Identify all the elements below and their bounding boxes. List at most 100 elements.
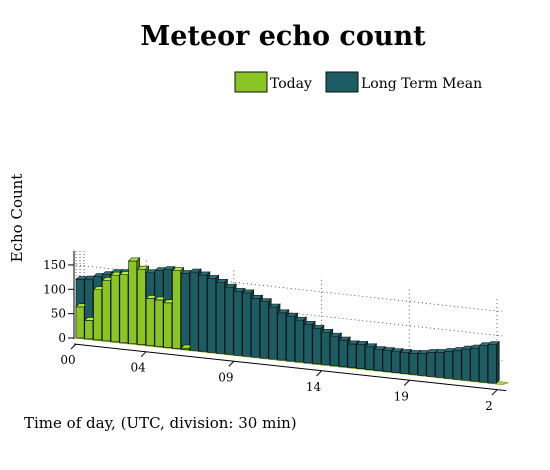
bar-long-term-mean-front: [382, 350, 392, 372]
bar-long-term-mean-top: [224, 283, 237, 288]
x-tick: [403, 380, 410, 386]
bar-long-term-mean-front: [251, 297, 260, 358]
bar-long-term-mean-front: [259, 301, 269, 359]
y-tick-label: 150: [43, 258, 66, 272]
bar-today-front: [154, 299, 164, 347]
x-tick: [70, 343, 77, 350]
bar-long-term-mean-top: [259, 298, 272, 302]
bar-long-term-mean-top: [347, 340, 360, 345]
x-axis: 00 04 09 14 19 2: [60, 343, 507, 413]
bar-long-term-mean-front: [338, 339, 348, 368]
x-tick-label: 2: [485, 399, 493, 413]
bar-long-term-mean-front: [417, 353, 427, 376]
bar-long-term-mean-front: [189, 271, 199, 351]
bar-long-term-mean-front: [207, 278, 216, 353]
bar-long-term-mean-top: [189, 268, 202, 273]
x-tick: [316, 370, 322, 377]
bar-long-term-mean-front: [277, 312, 287, 361]
bar-long-term-mean-top: [355, 341, 369, 345]
bar-today-front: [163, 302, 173, 348]
bar-long-term-mean-front: [400, 352, 409, 374]
bar-long-term-mean-side: [495, 340, 500, 384]
bar-long-term-mean-front: [321, 331, 330, 366]
bar-today-top: [171, 267, 185, 271]
bar-today-front: [75, 306, 85, 339]
bar-today-front: [93, 289, 102, 341]
bar-long-term-mean-front: [470, 347, 480, 382]
y-axis: 0 50 100 150: [43, 250, 75, 345]
bar-today-front: [84, 320, 94, 340]
bar-long-term-mean-top: [276, 309, 290, 314]
bar-long-term-mean-top: [250, 294, 264, 299]
bar-today-front: [102, 280, 111, 342]
bar-long-term-mean-top: [487, 341, 501, 345]
bar-long-term-mean-top: [206, 275, 220, 279]
legend-label-today: Today: [270, 76, 312, 92]
bar-long-term-mean-top: [241, 289, 255, 294]
bar-long-term-mean-top: [268, 303, 281, 308]
bars: [75, 257, 501, 384]
bar-long-term-mean-top: [312, 325, 325, 329]
bar-long-term-mean-front: [347, 343, 357, 369]
bar-long-term-mean-top: [294, 316, 308, 321]
bar-long-term-mean-front: [286, 315, 295, 362]
bar-long-term-mean-front: [461, 348, 471, 381]
bar-long-term-mean-top: [390, 348, 404, 352]
bar-long-term-mean-top: [373, 346, 387, 350]
legend-swatch-long-term-mean: [325, 71, 359, 93]
bar-long-term-mean-front: [479, 345, 488, 383]
x-tick-label: 09: [218, 370, 233, 384]
bar-today-front: [145, 298, 155, 346]
bar-long-term-mean-front: [365, 346, 374, 370]
bar-long-term-mean-top: [329, 332, 343, 337]
bar-long-term-mean-front: [435, 352, 444, 378]
bar-long-term-mean-front: [268, 306, 278, 360]
bar-long-term-mean-top: [320, 328, 334, 333]
y-tick-label: 100: [43, 282, 66, 296]
bar-long-term-mean-front: [312, 328, 322, 365]
bar-long-term-mean-front: [180, 273, 190, 350]
bar-long-term-mean-front: [487, 344, 497, 384]
y-axis-label: Echo Count: [8, 174, 26, 263]
bar-long-term-mean-top: [338, 336, 351, 341]
x-tick-label: 14: [306, 380, 322, 394]
x-tick-label: 00: [60, 353, 75, 367]
bar-long-term-mean-top: [408, 350, 422, 354]
y-tick-label: 0: [58, 331, 66, 345]
bar-long-term-mean-top: [162, 266, 176, 270]
bar-long-term-mean-front: [216, 281, 225, 354]
bar-today-front: [110, 274, 120, 343]
bar-long-term-mean-front: [408, 353, 418, 375]
x-tick: [491, 389, 498, 396]
bar-long-term-mean-front: [426, 352, 436, 377]
x-tick: [228, 360, 235, 367]
bar-long-term-mean-top: [303, 321, 316, 325]
bar-long-term-mean-front: [233, 291, 243, 356]
legend: Today Long Term Mean: [234, 71, 482, 93]
bar-long-term-mean-top: [285, 312, 299, 317]
x-tick-label: 04: [131, 361, 147, 375]
bar-long-term-mean-top: [233, 288, 246, 292]
bar-today-front: [119, 274, 129, 344]
bar-long-term-mean-front: [294, 319, 304, 363]
legend-swatch-today: [234, 71, 268, 93]
bar-long-term-mean-front: [356, 344, 366, 370]
bar-long-term-mean-front: [242, 292, 252, 357]
legend-label-long-term-mean: Long Term Mean: [361, 76, 482, 92]
bar-today-top: [127, 257, 141, 262]
x-tick-label: 19: [394, 389, 409, 403]
bar-today-top: [136, 265, 150, 270]
x-axis-label: Time of day, (UTC, division: 30 min): [24, 414, 297, 432]
bar-long-term-mean-top: [198, 271, 211, 276]
bar-long-term-mean-front: [330, 335, 339, 367]
bar-today-front: [172, 270, 181, 349]
bar-today-front: [128, 260, 138, 345]
bar-long-term-mean-top: [364, 343, 378, 348]
bar-long-term-mean-top: [399, 349, 413, 353]
bar-long-term-mean-front: [391, 351, 401, 373]
bar-today-front: [137, 268, 146, 346]
bar-long-term-mean-top: [426, 349, 439, 353]
bar-long-term-mean-front: [373, 349, 383, 371]
x-tick: [140, 351, 147, 358]
bar-long-term-mean-front: [452, 350, 462, 380]
